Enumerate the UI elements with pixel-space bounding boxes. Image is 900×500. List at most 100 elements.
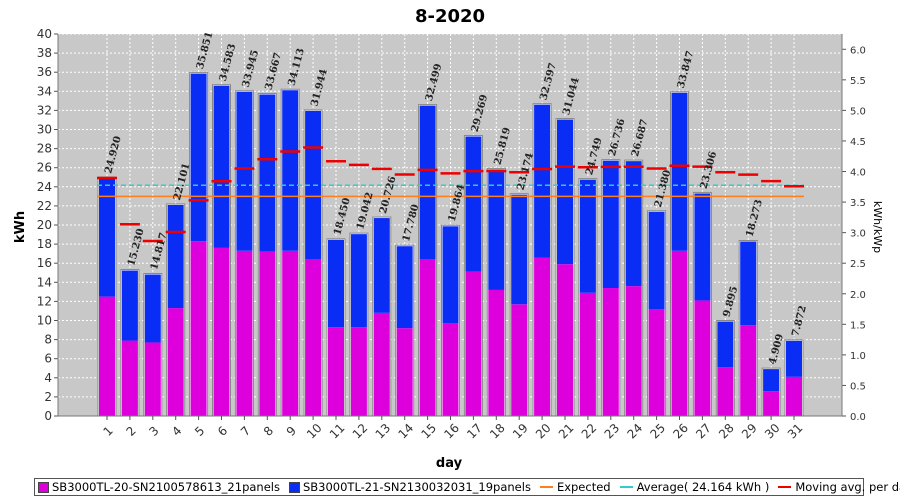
bar-segment-sb3000tl-20 [99,296,115,416]
y-tick-label: 32 [37,103,52,117]
y-tick-label: 8 [44,333,52,347]
right-tick-label: 3.0 [850,229,866,240]
y-tick-label: 14 [37,275,52,289]
x-tick-label: 12 [350,421,371,442]
bar-segment-sb3000tl-21 [625,161,642,287]
right-axis-label: kWh/kWp [871,201,884,253]
bar-segment-sb3000tl-21 [671,92,688,251]
bar-segment-sb3000tl-21 [465,136,482,272]
x-tick-label: 5 [192,424,207,439]
y-tick-label: 30 [37,123,52,137]
bar-segment-sb3000tl-21 [602,160,619,289]
bar-segment-sb3000tl-21 [99,178,115,297]
legend-swatch [38,481,49,493]
right-tick-label: 5.5 [850,76,866,87]
x-tick-label: 20 [533,421,554,442]
x-tick-label: 31 [785,421,806,442]
bar-segment-sb3000tl-21 [213,85,230,248]
right-tick-label: 4.5 [850,137,866,148]
y-tick-label: 2 [44,390,52,404]
y-tick-label: 38 [37,46,52,60]
legend-label: Expected [556,480,611,494]
y-tick-label: 0 [44,409,52,423]
bar-segment-sb3000tl-20 [465,271,482,416]
x-tick-label: 19 [510,421,531,442]
legend-item: Expected [539,480,611,494]
legend-label: Average( 24.164 kWh ) [636,480,770,494]
bar-segment-sb3000tl-21 [579,179,596,293]
bar-segment-sb3000tl-20 [350,327,367,416]
legend-line-swatch [619,486,633,488]
x-tick-label: 29 [739,421,760,442]
x-tick-label: 3 [146,424,161,439]
y-tick-label: 12 [37,294,52,308]
bar-segment-sb3000tl-20 [763,391,780,416]
bar-segment-sb3000tl-20 [282,250,299,416]
bar-segment-sb3000tl-20 [602,288,619,416]
bar-segment-sb3000tl-20 [557,264,573,416]
legend-item: SB3000TL-20-SN2100578613_21panels [38,480,280,494]
y-tick-label: 20 [37,218,52,232]
x-tick-label: 6 [215,424,230,439]
y-tick-label: 40 [37,27,52,41]
bar-segment-sb3000tl-20 [488,289,505,416]
x-tick-label: 13 [373,421,394,442]
right-tick-label: 6.0 [850,45,866,56]
bar-segment-sb3000tl-21 [259,94,276,252]
y-tick-label: 16 [37,256,52,270]
bar-segment-sb3000tl-20 [121,340,138,416]
chart-legend: SB3000TL-20-SN2100578613_21panels SB3000T… [34,478,900,496]
bar-segment-sb3000tl-20 [396,328,413,416]
bar-segment-sb3000tl-20 [579,292,596,416]
x-axis-label: day [436,456,463,471]
y-tick-label: 34 [37,84,52,98]
x-tick-label: 18 [487,421,508,442]
legend-label: Moving avg. per day. [795,480,900,494]
bar-segment-sb3000tl-20 [373,312,390,416]
x-tick-label: 16 [441,421,462,442]
x-tick-label: 10 [304,421,325,442]
y-tick-label: 18 [37,237,52,251]
bar-segment-sb3000tl-21 [442,226,459,324]
y-tick-label: 10 [37,314,52,328]
bar-segment-sb3000tl-21 [740,241,757,326]
bar-segment-sb3000tl-20 [694,300,711,416]
bar-segment-sb3000tl-21 [236,91,253,251]
bar-segment-sb3000tl-21 [534,104,551,258]
x-tick-label: 14 [396,421,417,442]
x-tick-label: 17 [464,421,485,442]
bar-segment-sb3000tl-21 [694,193,711,301]
x-tick-label: 9 [284,424,299,439]
chart-title: 8-2020 [415,6,485,27]
y-tick-label: 22 [37,199,52,213]
bar-segment-sb3000tl-21 [557,119,573,265]
bar-segment-sb3000tl-20 [786,376,802,416]
y-axis-label: kWh [13,211,28,243]
bar-segment-sb3000tl-20 [717,367,734,416]
bar-segment-sb3000tl-20 [190,241,207,416]
x-tick-label: 15 [418,421,439,442]
bar-segment-sb3000tl-21 [786,340,802,377]
right-tick-label: 0.5 [850,381,866,392]
x-tick-label: 4 [169,424,184,439]
x-tick-label: 30 [762,421,783,442]
bar-segment-sb3000tl-20 [442,323,459,416]
bar-segment-sb3000tl-21 [648,211,665,310]
x-tick-label: 22 [579,421,600,442]
bar-segment-sb3000tl-21 [373,218,390,313]
right-tick-label: 0.0 [850,412,866,423]
x-tick-label: 23 [602,421,623,442]
bar-segment-sb3000tl-21 [144,274,161,343]
right-tick-label: 2.5 [850,259,866,270]
bar-segment-sb3000tl-20 [648,309,665,416]
x-tick-label: 25 [647,421,668,442]
bar-segment-sb3000tl-21 [190,73,207,242]
bar-segment-sb3000tl-20 [236,250,253,416]
bar-segment-sb3000tl-21 [419,105,436,260]
y-tick-label: 36 [37,65,52,79]
legend-item: Moving avg. per day. [778,480,900,494]
bar-segment-sb3000tl-20 [144,342,161,416]
bar-segment-sb3000tl-21 [328,239,344,328]
bar-segment-sb3000tl-21 [282,90,299,251]
